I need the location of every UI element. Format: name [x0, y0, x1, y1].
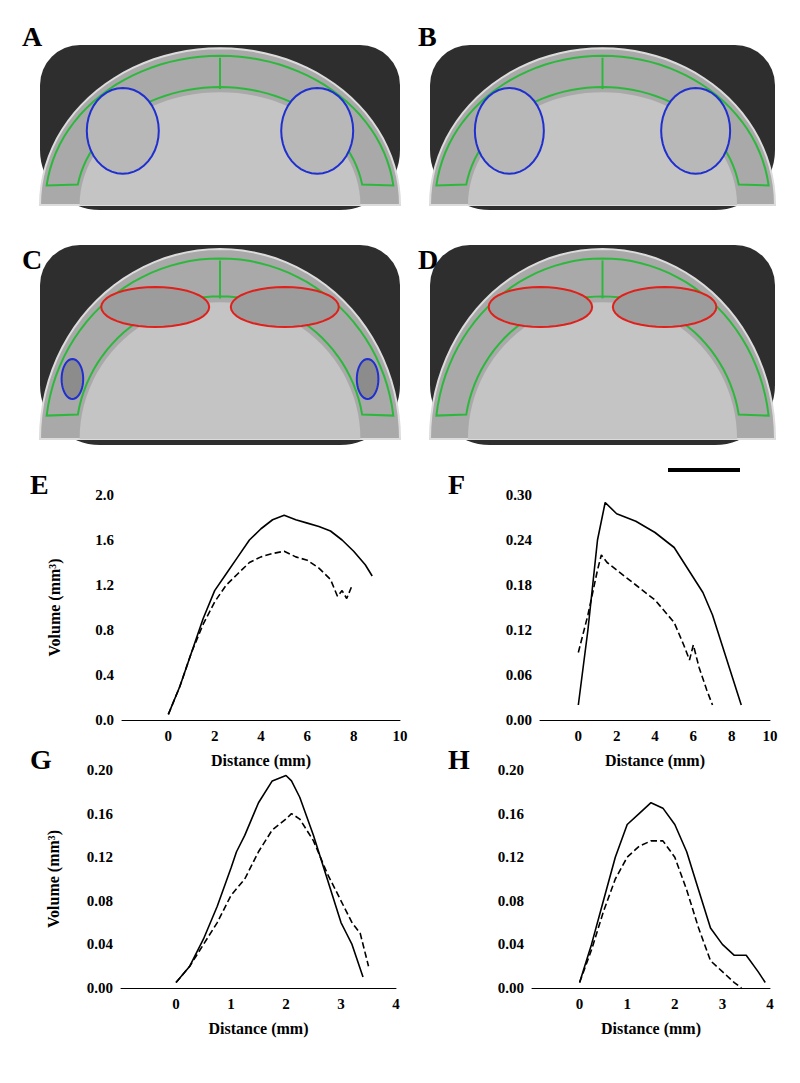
svg-text:1.6: 1.6	[95, 532, 114, 548]
svg-text:0.12: 0.12	[87, 849, 113, 865]
svg-text:3: 3	[337, 996, 345, 1012]
svg-text:6: 6	[304, 728, 312, 744]
svg-text:0.00: 0.00	[506, 712, 532, 728]
svg-text:1: 1	[227, 996, 235, 1012]
svg-text:0: 0	[172, 996, 180, 1012]
svg-text:10: 10	[393, 728, 408, 744]
svg-text:H: H	[448, 744, 470, 775]
svg-text:2.0: 2.0	[95, 487, 114, 503]
svg-text:0.06: 0.06	[506, 667, 533, 683]
svg-text:2: 2	[211, 728, 219, 744]
svg-text:0.16: 0.16	[498, 806, 525, 822]
svg-text:4: 4	[651, 728, 659, 744]
svg-text:F: F	[448, 469, 465, 500]
svg-text:C: C	[22, 244, 42, 275]
svg-text:0.00: 0.00	[87, 980, 113, 996]
svg-text:0.8: 0.8	[95, 622, 114, 638]
svg-text:0.04: 0.04	[498, 936, 525, 952]
svg-text:0: 0	[576, 996, 584, 1012]
svg-text:8: 8	[350, 728, 358, 744]
svg-text:Volume (mm³): Volume (mm³)	[46, 559, 64, 657]
svg-text:Distance (mm): Distance (mm)	[605, 752, 705, 770]
svg-text:0.0: 0.0	[95, 712, 114, 728]
svg-text:E: E	[30, 469, 49, 500]
svg-text:0.20: 0.20	[87, 762, 113, 778]
svg-text:4: 4	[392, 996, 400, 1012]
svg-text:0.08: 0.08	[87, 893, 113, 909]
svg-text:Distance (mm): Distance (mm)	[601, 1020, 701, 1038]
svg-text:0.12: 0.12	[506, 622, 532, 638]
svg-text:0.24: 0.24	[506, 532, 533, 548]
svg-text:G: G	[30, 744, 52, 775]
svg-text:0.00: 0.00	[498, 980, 524, 996]
svg-text:1: 1	[623, 996, 631, 1012]
svg-text:3: 3	[719, 996, 727, 1012]
svg-text:0.16: 0.16	[87, 806, 114, 822]
svg-text:2: 2	[613, 728, 621, 744]
svg-text:4: 4	[766, 996, 774, 1012]
svg-text:D: D	[418, 244, 438, 275]
svg-text:8: 8	[728, 728, 736, 744]
svg-text:2: 2	[282, 996, 290, 1012]
svg-text:0: 0	[575, 728, 583, 744]
svg-text:6: 6	[690, 728, 698, 744]
svg-text:Distance (mm): Distance (mm)	[209, 1020, 309, 1038]
svg-text:4: 4	[257, 728, 265, 744]
svg-text:A: A	[22, 21, 43, 52]
svg-text:0.12: 0.12	[498, 849, 524, 865]
svg-text:0.20: 0.20	[498, 762, 524, 778]
svg-text:0.30: 0.30	[506, 487, 532, 503]
svg-text:0.18: 0.18	[506, 577, 532, 593]
svg-text:Volume (mm³): Volume (mm³)	[45, 830, 63, 928]
svg-text:0.08: 0.08	[498, 893, 524, 909]
svg-text:Distance (mm): Distance (mm)	[211, 752, 311, 770]
svg-text:1.2: 1.2	[95, 577, 114, 593]
svg-text:0.04: 0.04	[87, 936, 114, 952]
svg-text:2: 2	[671, 996, 679, 1012]
svg-text:B: B	[418, 21, 437, 52]
svg-text:10: 10	[763, 728, 778, 744]
svg-text:0: 0	[165, 728, 173, 744]
svg-text:0.4: 0.4	[95, 667, 114, 683]
